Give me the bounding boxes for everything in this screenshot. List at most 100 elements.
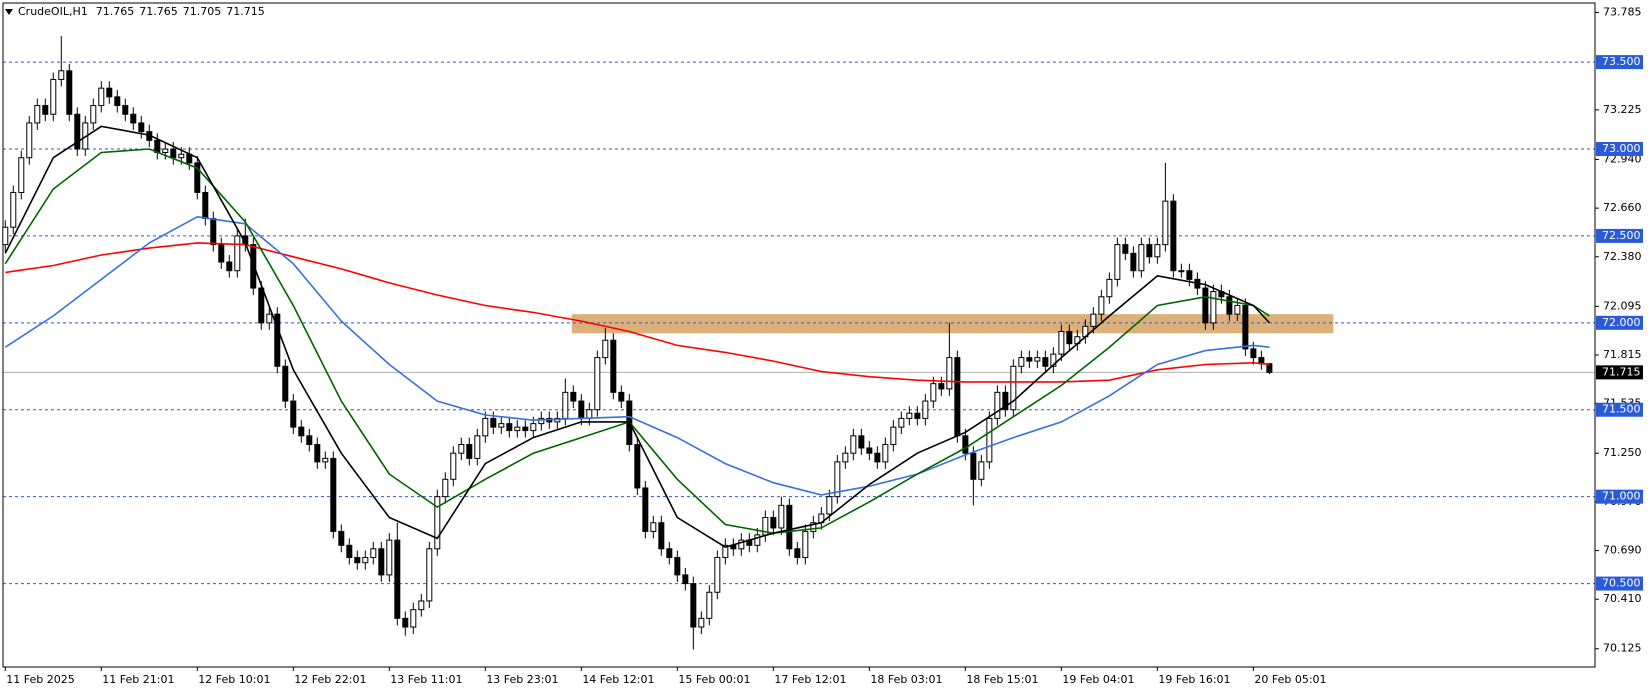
candle-body [386, 539, 393, 576]
candle-body [106, 87, 113, 98]
candle-body [450, 452, 457, 480]
candle-body [1098, 296, 1105, 315]
candle-body [562, 391, 569, 419]
candle-body [970, 452, 977, 480]
candle-body [474, 435, 481, 459]
candle-body [2, 226, 9, 246]
x-tick-label: 12 Feb 10:01 [198, 673, 270, 686]
level-box [1596, 55, 1643, 70]
candle-body [10, 191, 17, 228]
candle-body [770, 517, 777, 529]
candle-body [1090, 313, 1097, 327]
header-high: 71.765 [139, 5, 178, 18]
candle-body [922, 400, 929, 419]
candle-body [314, 444, 321, 463]
candle-body [346, 544, 353, 558]
candle-body [1114, 244, 1121, 280]
candle-body [802, 530, 809, 558]
candle-body [1122, 244, 1129, 254]
level-label: 71.500 [1602, 403, 1641, 416]
candle-body [634, 444, 641, 489]
moving-average [5, 242, 1270, 383]
candle-body [690, 583, 697, 628]
candle-body [850, 435, 857, 454]
candle-body [74, 113, 81, 150]
candle-body [306, 435, 313, 446]
candle-body [682, 574, 689, 585]
candle-body [66, 70, 73, 115]
candle-body [378, 548, 385, 576]
candle-body [602, 339, 609, 359]
candle-body [1154, 244, 1161, 258]
candle-body [930, 383, 937, 402]
level-box [1596, 576, 1643, 591]
candle-body [322, 457, 329, 463]
candle-body [498, 423, 505, 428]
candle-body [866, 447, 873, 454]
candle-body [714, 556, 721, 593]
candle-body [906, 412, 913, 419]
header: CrudeOIL,H1 71.765 71.765 71.705 71.715 [18, 5, 265, 18]
header-close: 71.715 [226, 5, 265, 18]
x-tick-label: 20 Feb 05:01 [1254, 673, 1326, 686]
candle-body [1106, 278, 1113, 298]
moving-average [4, 125, 1270, 548]
y-tick-label: 72.380 [1603, 250, 1642, 263]
moving-average [4, 148, 1270, 535]
candle-body [170, 148, 177, 159]
zone [571, 314, 1334, 334]
x-tick-label: 11 Feb 21:01 [102, 673, 174, 686]
candle-body [522, 426, 529, 432]
candle-body [298, 426, 305, 437]
candle-body [18, 157, 25, 193]
candle-body [530, 423, 537, 432]
x-tick-label: 18 Feb 03:01 [870, 673, 942, 686]
y-tick-label: 73.225 [1603, 103, 1642, 116]
level-label: 73.500 [1602, 55, 1641, 68]
candle-body [234, 235, 241, 272]
y-tick-label: 70.125 [1603, 642, 1642, 655]
candle-body [722, 544, 729, 558]
candle-body [1170, 200, 1177, 272]
candle-body [642, 487, 649, 532]
candle-body [402, 617, 409, 628]
candle-body [1234, 304, 1241, 315]
candle-body [538, 417, 545, 425]
candle-body [1210, 291, 1217, 324]
candle-body [1202, 287, 1209, 324]
candle-body [674, 556, 681, 576]
candle-body [418, 600, 425, 611]
x-tick-label: 19 Feb 16:01 [1158, 673, 1230, 686]
candle-body [506, 423, 513, 432]
candle-body [442, 478, 449, 498]
plot-frame [2, 2, 1596, 668]
symbol: CrudeOIL,H1 [18, 5, 88, 18]
candle-body [594, 357, 601, 411]
candle-body [354, 556, 361, 564]
candle-body [858, 435, 865, 449]
y-tick-label: 73.785 [1603, 6, 1642, 19]
candle-body [394, 539, 401, 619]
level-box [1596, 402, 1643, 417]
header-low: 71.705 [183, 5, 222, 18]
candle-body [962, 435, 969, 454]
x-tick-label: 13 Feb 23:01 [486, 673, 558, 686]
candle-body [874, 452, 881, 463]
candle-body [1002, 391, 1009, 411]
x-tick-label: 13 Feb 11:01 [390, 673, 462, 686]
menu-triangle [5, 9, 13, 15]
candle-body [882, 444, 889, 463]
candle-body [1130, 252, 1137, 272]
x-tick-label: 17 Feb 12:01 [774, 673, 846, 686]
candle-body [114, 96, 121, 107]
candle-body [274, 313, 281, 367]
y-tick-label: 71.815 [1603, 348, 1642, 361]
candle-body [202, 191, 209, 220]
candle-body [1018, 357, 1025, 367]
candle-body [994, 391, 1001, 419]
candle-body [26, 122, 33, 159]
candle-body [842, 452, 849, 463]
candle-body [954, 357, 961, 437]
candle-body [578, 400, 585, 419]
